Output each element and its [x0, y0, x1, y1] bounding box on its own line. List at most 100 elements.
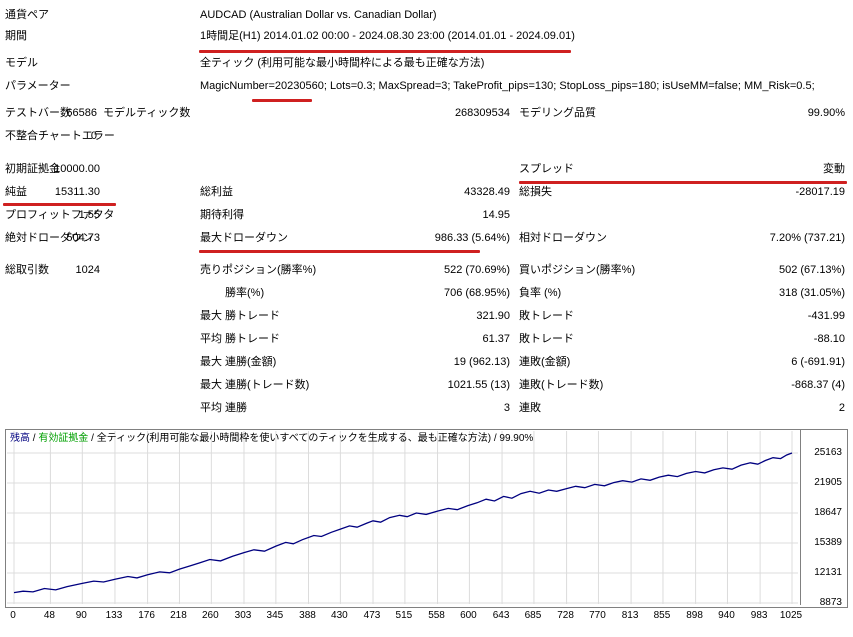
- relative-drawdown-label: 相対ドローダウン: [519, 232, 607, 244]
- legend-balance: 残高: [10, 433, 30, 444]
- consecutive-loss-count-label: 連敗(トレード数): [519, 379, 604, 391]
- avg-consecutive-losses-value: 2: [838, 402, 845, 414]
- x-axis: 0 48 90 133 176 218 260 303 345 388 430 473 515 558 60…: [5, 610, 850, 624]
- y-axis-label: 15389: [814, 537, 842, 548]
- maximal-label: 最大: [200, 379, 222, 391]
- legend-model: 全ティック(利用可能な最小時間枠を使いすべてのティックを生成する、最も正確な方法…: [96, 433, 492, 444]
- mismatched-charts-errors-label: 不整合チャートエラー: [5, 130, 115, 142]
- profit-factor-label: プロフィットファクタ: [5, 209, 115, 221]
- gross-profit-value: 43328.49: [464, 186, 510, 198]
- x-axis-label: 473: [363, 610, 381, 621]
- symbol-value: AUDCAD (Australian Dollar vs. Canadian D…: [200, 9, 437, 21]
- maximal-drawdown-value: 986.33 (5.64%): [434, 232, 510, 244]
- largest-profit-trade-label: 勝トレード: [225, 310, 280, 322]
- maximal-drawdown-label: 最大ドローダウン: [200, 232, 288, 244]
- relative-drawdown-value: 7.20% (737.21): [769, 232, 845, 244]
- x-axis-label: 260: [202, 610, 219, 621]
- x-axis-label: 345: [266, 610, 284, 621]
- equity-curve-svg: [7, 431, 798, 604]
- short-positions-label: 売りポジション(勝率%): [200, 264, 317, 276]
- profit-trades-value: 706 (68.95%): [443, 287, 510, 299]
- x-axis-label: 813: [621, 610, 639, 621]
- x-axis-label: 218: [170, 610, 187, 621]
- consecutive-losses-money-label: 連敗(金額): [519, 356, 571, 368]
- gross-loss-label: 総損失: [519, 186, 552, 198]
- long-positions-label: 買いポジション(勝率%): [519, 264, 636, 276]
- x-axis-label: 643: [492, 610, 510, 621]
- legend-quality: 99.90%: [499, 433, 534, 444]
- largest-loss-trade-value: -431.99: [807, 310, 845, 322]
- loss-trades-value: 318 (31.05%): [778, 287, 845, 299]
- legend-separator: /: [30, 433, 39, 444]
- x-axis-label: 388: [299, 610, 316, 621]
- chart-legend: 残高 / 有効証拠金 / 全ティック(利用可能な最小時間枠を使いすべてのティック…: [10, 432, 533, 445]
- avg-consecutive-wins-value: 3: [503, 402, 510, 414]
- y-axis-label: 25163: [814, 447, 842, 458]
- expected-payoff-label: 期待利得: [200, 209, 244, 221]
- x-axis-label: 600: [460, 610, 477, 621]
- largest-profit-trade-value: 321.90: [476, 310, 510, 322]
- legend-equity: 有効証拠金: [38, 433, 89, 444]
- ticks-modelled-label: モデルティック数: [103, 107, 191, 119]
- mismatched-charts-errors-value: 0: [90, 130, 97, 142]
- avg-consecutive-losses-label: 連敗: [519, 402, 541, 414]
- average-loss-trade-label: 敗トレード: [519, 333, 574, 345]
- total-net-profit-value: 15311.30: [54, 186, 100, 198]
- total-trades-label: 総取引数: [5, 264, 49, 276]
- symbol-label: 通貨ペア: [5, 9, 49, 21]
- initial-deposit-value: 10000.00: [54, 163, 100, 175]
- average-consecutive-label: 平均: [200, 402, 222, 414]
- red-underline-max-drawdown: [199, 250, 480, 253]
- profit-factor-value: 1.55: [78, 209, 100, 221]
- red-underline-period: [199, 50, 571, 53]
- parameters-label: パラメーター: [5, 80, 71, 92]
- y-axis: 25163 21905 18647 15389 12131 8873: [801, 430, 846, 608]
- consecutive-losses-money-value: 6 (-691.91): [791, 356, 845, 368]
- consecutive-profit-count-label: 連勝(トレード数): [225, 379, 310, 391]
- chart-plot-area: 残高 / 有効証拠金 / 全ティック(利用可能な最小時間枠を使いすべてのティック…: [6, 430, 801, 605]
- red-underline-lots: [252, 99, 312, 102]
- maximum-label: 最大: [200, 356, 222, 368]
- y-axis-label: 21905: [814, 477, 842, 488]
- model-label: モデル: [5, 57, 38, 69]
- consecutive-profit-count-value: 1021.55 (13): [447, 379, 510, 391]
- red-underline-spread: [519, 181, 847, 184]
- gross-loss-value: -28017.19: [795, 186, 845, 198]
- x-axis-label: 558: [428, 610, 445, 621]
- x-axis-label: 1025: [779, 610, 803, 621]
- x-axis-label: 728: [557, 610, 574, 621]
- modelling-quality-label: モデリング品質: [519, 107, 596, 119]
- largest-loss-trade-label: 敗トレード: [519, 310, 574, 322]
- profit-trades-label: 勝率(%): [225, 287, 265, 299]
- x-axis-label: 898: [686, 610, 703, 621]
- x-axis-label: 303: [234, 610, 252, 621]
- avg-consecutive-wins-label: 連勝: [225, 402, 247, 414]
- x-axis-label: 685: [524, 610, 542, 621]
- parameters-value: MagicNumber=20230560; Lots=0.3; MaxSprea…: [200, 80, 815, 92]
- average-profit-trade-label: 勝トレード: [225, 333, 280, 345]
- largest-label: 最大: [200, 310, 222, 322]
- x-axis-label: 90: [75, 610, 87, 621]
- spread-value: 変動: [823, 163, 845, 175]
- period-value: 1時間足(H1) 2014.01.02 00:00 - 2024.08.30 2…: [200, 30, 575, 42]
- x-axis-label: 940: [718, 610, 735, 621]
- average-label: 平均: [200, 333, 222, 345]
- short-positions-value: 522 (70.69%): [443, 264, 510, 276]
- consecutive-wins-money-value: 19 (962.13): [453, 356, 510, 368]
- y-axis-label: 18647: [814, 507, 842, 518]
- balance-chart: 残高 / 有効証拠金 / 全ティック(利用可能な最小時間枠を使いすべてのティック…: [5, 429, 848, 608]
- legend-separator: /: [88, 433, 97, 444]
- total-trades-value: 1024: [75, 264, 100, 276]
- y-axis-label: 8873: [819, 597, 842, 608]
- consecutive-loss-count-value: -868.37 (4): [791, 379, 845, 391]
- gross-profit-label: 総利益: [200, 186, 233, 198]
- initial-deposit-label: 初期証拠金: [5, 163, 60, 175]
- x-axis-label: 0: [10, 610, 16, 621]
- period-label: 期間: [5, 30, 27, 42]
- modelling-quality-value: 99.90%: [807, 107, 845, 119]
- x-axis-label: 515: [395, 610, 413, 621]
- x-axis-label: 430: [331, 610, 348, 621]
- absolute-drawdown-label: 絶対ドローダウン: [5, 232, 93, 244]
- long-positions-value: 502 (67.13%): [778, 264, 845, 276]
- average-loss-trade-value: -88.10: [813, 333, 845, 345]
